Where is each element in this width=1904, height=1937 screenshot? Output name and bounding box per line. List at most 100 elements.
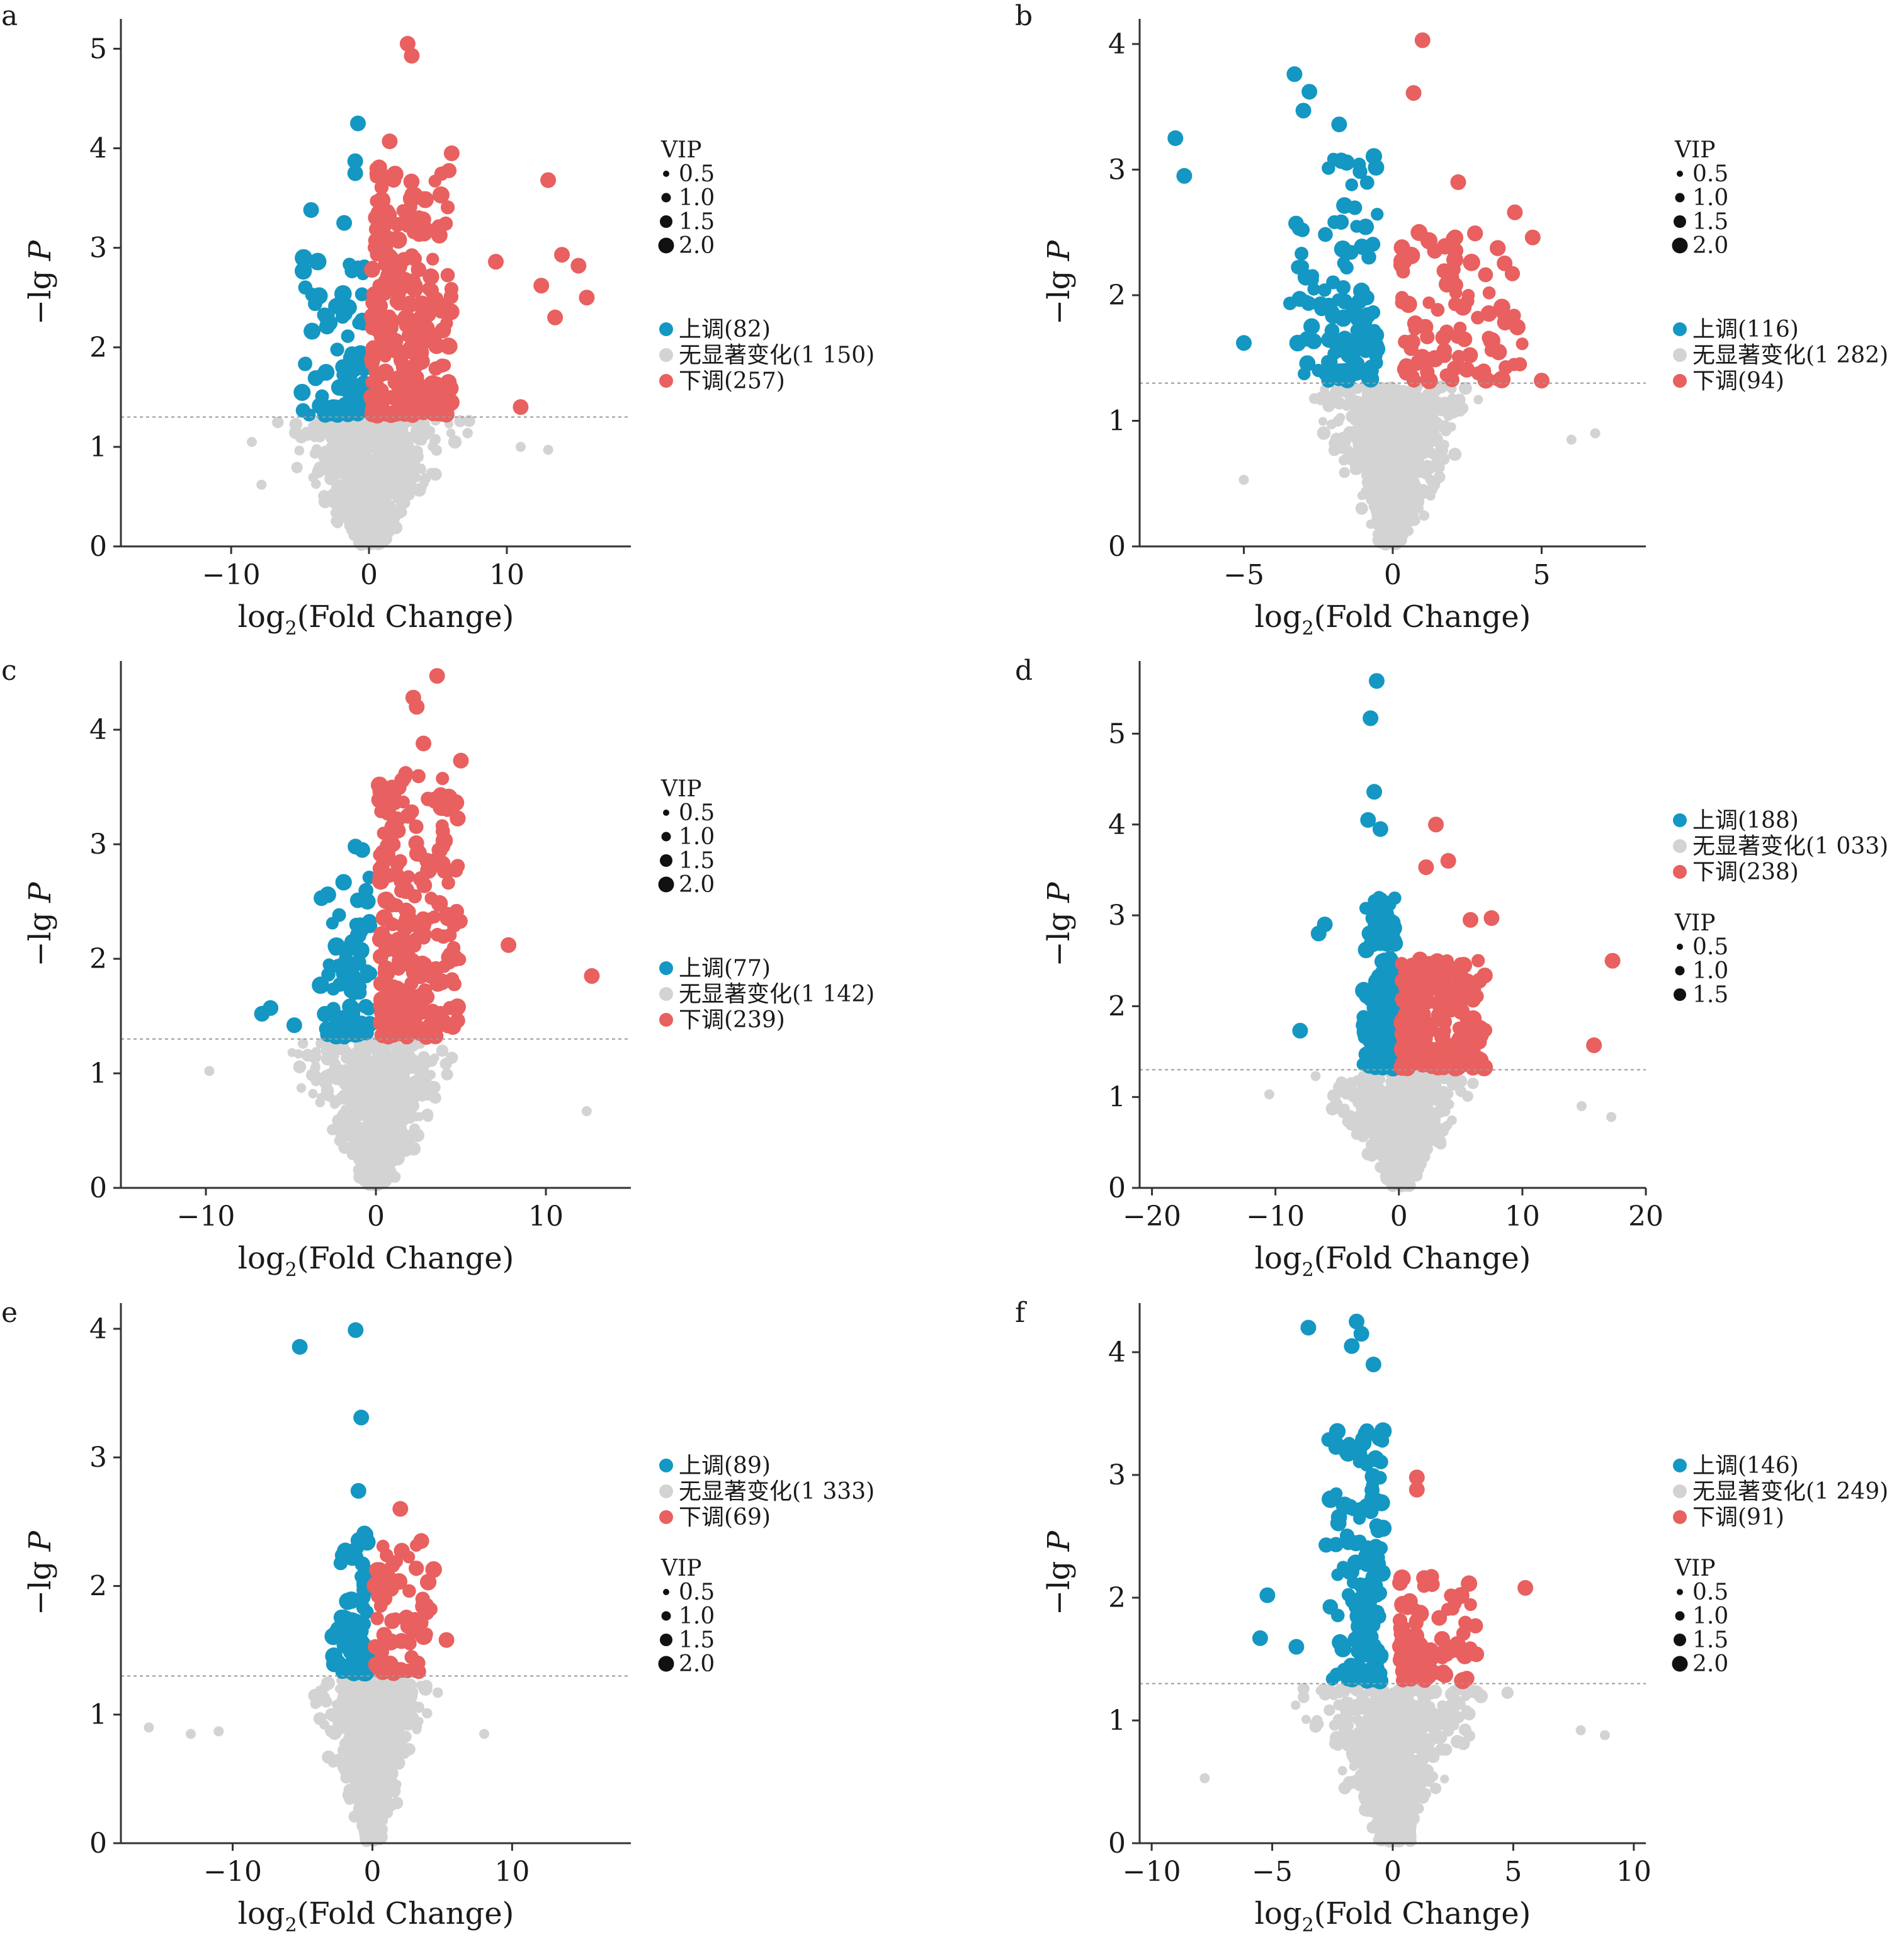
point-none (385, 1075, 397, 1086)
x-tick-label: 0 (367, 1200, 385, 1233)
y-tick-label: 5 (1108, 718, 1126, 750)
x-tick-label: 0 (1384, 559, 1402, 591)
point-none (365, 1156, 378, 1170)
point-none (369, 510, 382, 523)
point-none (1404, 516, 1416, 528)
point-up (1371, 902, 1388, 919)
legend-label-down: 下调(69) (679, 1505, 771, 1530)
point-none (204, 1066, 215, 1076)
point-none (352, 455, 365, 468)
point-none (408, 1686, 419, 1697)
point-down (369, 166, 384, 181)
x-tick-label: −10 (203, 1856, 262, 1888)
point-down (407, 889, 422, 904)
point-up (1383, 929, 1398, 944)
point-none (354, 1040, 368, 1054)
point-none (1412, 497, 1422, 507)
point-none (1400, 443, 1410, 452)
point-none (1355, 502, 1368, 515)
point-none (371, 1071, 382, 1081)
point-none (375, 537, 387, 548)
point-none (1427, 435, 1439, 447)
point-down (1476, 363, 1492, 379)
y-tick-label: 0 (1108, 1172, 1126, 1204)
point-down (383, 788, 402, 806)
point-up (1339, 261, 1354, 275)
point-none (1420, 390, 1434, 404)
legend-label-down: 下调(257) (679, 368, 785, 394)
point-up (319, 405, 332, 419)
point-none (349, 1771, 361, 1783)
x-tick-label: −10 (1246, 1200, 1305, 1233)
y-tick-label: 4 (89, 714, 107, 746)
point-down (419, 1574, 437, 1591)
point-down (1410, 354, 1426, 370)
point-up (1369, 996, 1384, 1010)
point-none (1310, 1071, 1321, 1081)
point-down (443, 947, 456, 961)
legend-label-down: 下调(238) (1692, 859, 1799, 885)
point-none (1414, 466, 1423, 476)
point-down (377, 363, 394, 381)
point-none (1440, 1088, 1450, 1098)
point-down (513, 399, 529, 415)
point-down (1426, 350, 1444, 368)
point-none (1398, 1178, 1412, 1192)
point-none (334, 1135, 346, 1146)
point-none (395, 1141, 407, 1153)
point-down (1420, 364, 1435, 380)
point-none (311, 1061, 320, 1071)
vip-legend-title: VIP (1674, 137, 1715, 163)
point-down (584, 968, 600, 984)
point-none (378, 1061, 389, 1073)
point-up (1347, 200, 1363, 215)
point-up (1295, 103, 1312, 119)
point-down (374, 805, 388, 818)
point-none (1380, 1172, 1394, 1185)
point-down (438, 216, 453, 231)
point-none (353, 1170, 366, 1184)
point-up (295, 403, 310, 418)
point-none (389, 432, 403, 445)
point-up (344, 965, 360, 981)
point-down (1397, 1059, 1414, 1076)
point-down (1433, 1040, 1446, 1053)
point-down (570, 257, 587, 274)
y-axis-title: −lg P (23, 240, 58, 325)
x-tick-label: 0 (360, 559, 378, 591)
point-down (1472, 1034, 1487, 1049)
point-down (1427, 1060, 1441, 1074)
vip-size-label: 1.5 (679, 209, 715, 235)
point-none (403, 1132, 416, 1146)
point-down (376, 1539, 390, 1553)
point-up (1327, 334, 1344, 351)
point-down (397, 986, 415, 1003)
point-none (1363, 1085, 1376, 1099)
panel-letter: e (1, 1297, 18, 1329)
point-down (449, 903, 465, 919)
point-none (1436, 405, 1448, 417)
scatter-points (1264, 673, 1621, 1193)
point-down (385, 1024, 404, 1042)
point-none (436, 1044, 449, 1057)
point-up (359, 893, 376, 910)
point-down (384, 917, 399, 931)
point-none (354, 1784, 365, 1795)
point-none (1395, 450, 1407, 463)
point-up (347, 153, 363, 169)
x-tick-label: −20 (1123, 1200, 1181, 1233)
point-none (358, 1763, 369, 1774)
vip-size-label: 1.5 (679, 848, 715, 874)
point-down (1414, 32, 1431, 48)
point-none (417, 482, 427, 492)
point-down (393, 854, 407, 868)
point-none (291, 461, 303, 473)
point-none (412, 1721, 422, 1732)
point-down (1439, 324, 1454, 339)
point-none (421, 429, 432, 441)
point-none (1391, 505, 1403, 517)
vip-size-label: 2.0 (679, 872, 715, 898)
point-down (439, 337, 458, 355)
point-up (1352, 164, 1368, 179)
